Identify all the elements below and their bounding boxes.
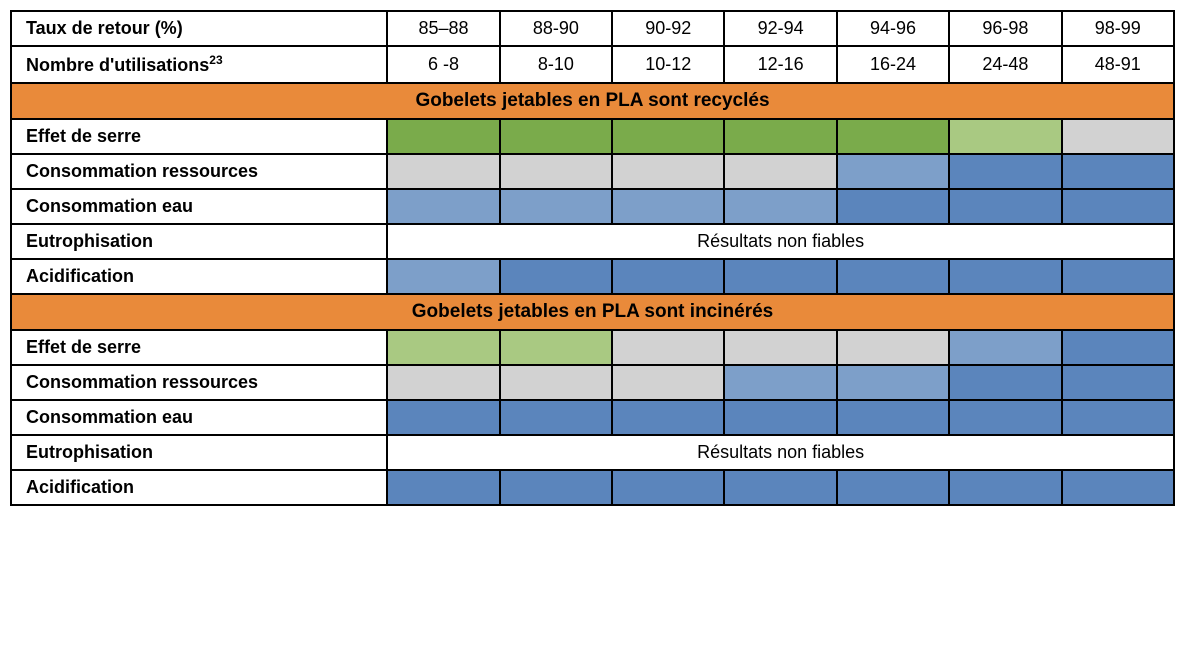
color-cell [387,119,499,154]
color-cell [387,330,499,365]
color-cell [949,154,1061,189]
color-cell [1062,259,1174,294]
color-cell [837,189,949,224]
color-cell [837,330,949,365]
color-cell [500,154,612,189]
color-cell [500,330,612,365]
color-cell [387,365,499,400]
color-cell [612,119,724,154]
color-cell [500,470,612,505]
header-value: 48-91 [1062,46,1174,83]
color-cell [724,154,836,189]
data-row: Acidification [11,470,1174,505]
color-cell [612,330,724,365]
color-cell [837,259,949,294]
merged-cell: Résultats non fiables [387,224,1174,259]
color-cell [1062,154,1174,189]
color-cell [837,470,949,505]
color-cell [837,365,949,400]
color-cell [949,470,1061,505]
data-row: EutrophisationRésultats non fiables [11,435,1174,470]
color-cell [1062,119,1174,154]
color-cell [612,400,724,435]
color-cell [612,259,724,294]
color-cell [949,189,1061,224]
color-cell [949,119,1061,154]
merged-cell: Résultats non fiables [387,435,1174,470]
header-value: 88-90 [500,11,612,46]
color-cell [500,365,612,400]
data-row: Consommation eau [11,189,1174,224]
color-cell [724,400,836,435]
header-value: 6 -8 [387,46,499,83]
color-cell [1062,400,1174,435]
color-cell [1062,470,1174,505]
color-cell [387,400,499,435]
color-cell [612,154,724,189]
row-label: Taux de retour (%) [11,11,387,46]
color-cell [1062,189,1174,224]
header-value: 96-98 [949,11,1061,46]
color-cell [387,154,499,189]
color-cell [837,119,949,154]
color-cell [837,400,949,435]
row-label: Consommation eau [11,189,387,224]
color-cell [612,365,724,400]
header-value: 12-16 [724,46,836,83]
data-row: Consommation ressources [11,154,1174,189]
row-label: Acidification [11,470,387,505]
color-cell [724,119,836,154]
header-row: Taux de retour (%)85–8888-9090-9292-9494… [11,11,1174,46]
header-row: Nombre d'utilisations236 -88-1010-1212-1… [11,46,1174,83]
color-cell [387,470,499,505]
section-header: Gobelets jetables en PLA sont incinérés [11,294,1174,330]
color-cell [724,470,836,505]
data-row: Consommation eau [11,400,1174,435]
header-value: 24-48 [949,46,1061,83]
row-label: Consommation ressources [11,365,387,400]
color-cell [724,189,836,224]
color-cell [724,330,836,365]
data-row: Consommation ressources [11,365,1174,400]
color-cell [500,189,612,224]
header-value: 10-12 [612,46,724,83]
row-label: Nombre d'utilisations23 [11,46,387,83]
header-value: 98-99 [1062,11,1174,46]
color-cell [500,400,612,435]
color-cell [949,365,1061,400]
data-row: Acidification [11,259,1174,294]
color-cell [949,330,1061,365]
color-cell [387,189,499,224]
row-label: Effet de serre [11,119,387,154]
header-value: 8-10 [500,46,612,83]
section-header: Gobelets jetables en PLA sont recyclés [11,83,1174,119]
row-label: Eutrophisation [11,224,387,259]
comparison-table: Taux de retour (%)85–8888-9090-9292-9494… [10,10,1175,506]
data-row: Effet de serre [11,330,1174,365]
color-cell [612,189,724,224]
data-row: EutrophisationRésultats non fiables [11,224,1174,259]
header-value: 16-24 [837,46,949,83]
row-label: Consommation ressources [11,154,387,189]
header-value: 90-92 [612,11,724,46]
color-cell [612,470,724,505]
row-label: Eutrophisation [11,435,387,470]
color-cell [500,119,612,154]
color-cell [1062,330,1174,365]
header-value: 85–88 [387,11,499,46]
row-label: Consommation eau [11,400,387,435]
color-cell [724,365,836,400]
row-label: Effet de serre [11,330,387,365]
row-label: Acidification [11,259,387,294]
header-value: 92-94 [724,11,836,46]
color-cell [837,154,949,189]
header-value: 94-96 [837,11,949,46]
color-cell [387,259,499,294]
color-cell [949,259,1061,294]
color-cell [500,259,612,294]
color-cell [1062,365,1174,400]
color-cell [724,259,836,294]
data-row: Effet de serre [11,119,1174,154]
color-cell [949,400,1061,435]
